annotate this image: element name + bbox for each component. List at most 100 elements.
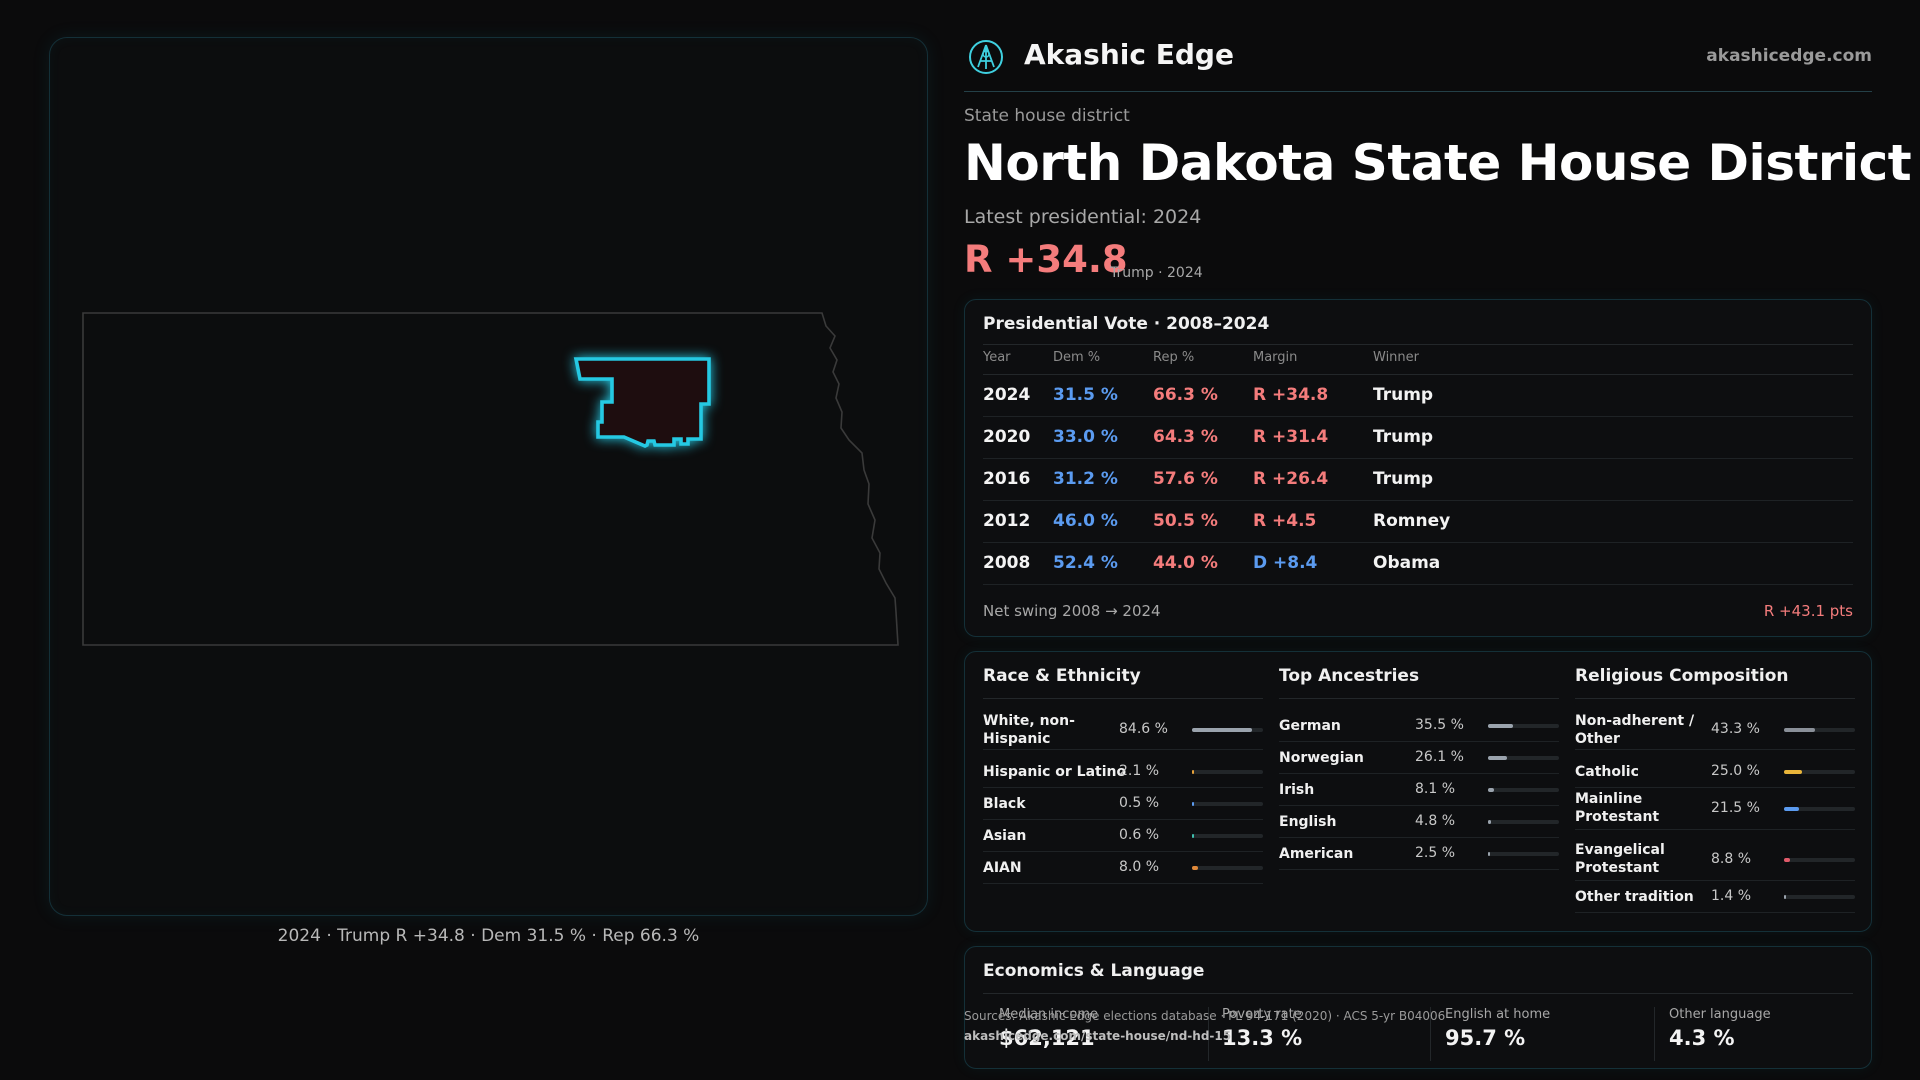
divider — [1279, 698, 1559, 699]
cell-margin: R +4.5 — [1253, 511, 1317, 531]
list-item: Catholic 25.0 % — [1575, 756, 1855, 788]
divider — [1208, 1007, 1209, 1061]
share-bar — [1192, 802, 1263, 806]
table-row: 2016 31.2 % 57.6 % R +26.4 Trump — [983, 459, 1853, 501]
cell-dem: 46.0 % — [1053, 511, 1118, 531]
district-shape[interactable] — [573, 357, 711, 448]
demographics-card: Race & Ethnicity White, non-Hispanic 84.6… — [964, 651, 1872, 932]
item-label: Irish — [1279, 782, 1315, 798]
divider — [983, 374, 1853, 375]
share-bar-fill — [1192, 802, 1194, 806]
item-label: Hispanic or Latino — [983, 764, 1127, 780]
cell-margin: R +34.8 — [1253, 385, 1329, 405]
presidential-vote-title: Presidential Vote · 2008–2024 — [983, 314, 1270, 334]
cell-year: 2016 — [983, 469, 1031, 489]
list-item: Norwegian 26.1 % — [1279, 742, 1559, 774]
item-value: 2.5 % — [1415, 845, 1456, 861]
list-item: American 2.5 % — [1279, 838, 1559, 870]
item-value: 26.1 % — [1415, 749, 1464, 765]
top-ancestries-title: Top Ancestries — [1279, 666, 1420, 686]
share-bar-fill — [1784, 858, 1791, 862]
item-label: AIAN — [983, 860, 1022, 876]
col-header-year: Year — [983, 350, 1011, 365]
cell-winner: Trump — [1373, 469, 1434, 489]
cell-rep: 66.3 % — [1153, 385, 1218, 405]
net-swing-label: Net swing 2008 → 2024 — [983, 602, 1161, 620]
race-ethnicity-title: Race & Ethnicity — [983, 666, 1141, 686]
item-label: American — [1279, 846, 1354, 862]
item-value: 8.1 % — [1415, 781, 1456, 797]
share-bar — [1784, 770, 1855, 774]
stat-other-language: Other language 4.3 % — [1669, 1007, 1771, 1050]
item-label: Other tradition — [1575, 889, 1694, 905]
source-line: Sources: Akashic Edge elections database… — [964, 1009, 1446, 1023]
item-label: Evangelical Protestant — [1575, 842, 1665, 876]
item-label: Non-adherent / Other — [1575, 713, 1695, 747]
cell-year: 2024 — [983, 385, 1031, 405]
district-map[interactable] — [50, 38, 929, 917]
state-outline — [82, 312, 899, 646]
share-bar-fill — [1192, 728, 1253, 732]
list-item: Other tradition 1.4 % — [1575, 881, 1855, 913]
share-bar-fill — [1784, 728, 1815, 732]
source-url-link[interactable]: akashicedge.com/state-house/nd-hd-15 — [964, 1029, 1232, 1043]
cell-dem: 33.0 % — [1053, 427, 1118, 447]
cell-year: 2012 — [983, 511, 1031, 531]
share-bar — [1488, 852, 1559, 856]
map-caption: 2024 · Trump R +34.8 · Dem 31.5 % · Rep … — [277, 926, 700, 946]
divider — [983, 993, 1853, 994]
economics-language-title: Economics & Language — [983, 961, 1205, 981]
share-bar — [1488, 788, 1559, 792]
page-title: North Dakota State House District 15 — [964, 134, 1920, 192]
share-bar-fill — [1784, 770, 1802, 774]
presidential-vote-card: Presidential Vote · 2008–2024 Year Dem %… — [964, 299, 1872, 637]
brand-name[interactable]: Akashic Edge — [1024, 38, 1234, 71]
item-value: 21.5 % — [1711, 800, 1760, 816]
map-panel — [49, 37, 928, 916]
item-value: 0.5 % — [1119, 795, 1160, 811]
stat-value: $62,121 — [999, 1026, 1095, 1050]
stat-value: 13.3 % — [1222, 1026, 1303, 1050]
headline-margin: R +34.8 — [964, 238, 1128, 281]
cell-margin: R +26.4 — [1253, 469, 1329, 489]
share-bar-fill — [1784, 895, 1786, 899]
stat-value: 4.3 % — [1669, 1026, 1735, 1050]
col-header-rep: Rep % — [1153, 350, 1195, 365]
item-label: Catholic — [1575, 764, 1639, 780]
share-bar — [1784, 728, 1855, 732]
item-value: 0.6 % — [1119, 827, 1160, 843]
stat-label: Poverty rate — [1222, 1007, 1302, 1022]
share-bar-fill — [1784, 807, 1800, 811]
share-bar — [1192, 834, 1263, 838]
item-value: 2.1 % — [1119, 763, 1160, 779]
item-label: German — [1279, 718, 1341, 734]
share-bar — [1192, 728, 1263, 732]
list-item: AIAN 8.0 % — [983, 852, 1263, 884]
akashic-edge-logo-icon[interactable] — [968, 39, 1004, 75]
cell-dem: 31.5 % — [1053, 385, 1118, 405]
item-label: English — [1279, 814, 1337, 830]
share-bar-fill — [1488, 724, 1514, 728]
list-item: Hispanic or Latino 2.1 % — [983, 756, 1263, 788]
item-value: 4.8 % — [1415, 813, 1456, 829]
divider — [983, 344, 1853, 345]
latest-presidential: Latest presidential: 2024 — [964, 206, 1202, 228]
item-label: Norwegian — [1279, 750, 1364, 766]
col-header-dem: Dem % — [1053, 350, 1101, 365]
cell-margin: R +31.4 — [1253, 427, 1329, 447]
item-label: White, non-Hispanic — [983, 713, 1075, 747]
economics-language-card: Economics & Language Median income $62,1… — [964, 946, 1872, 1069]
share-bar-fill — [1192, 834, 1194, 838]
brand-site-link[interactable]: akashicedge.com — [1706, 46, 1872, 66]
cell-winner: Obama — [1373, 553, 1441, 573]
table-row: 2012 46.0 % 50.5 % R +4.5 Romney — [983, 501, 1853, 543]
cell-rep: 50.5 % — [1153, 511, 1218, 531]
divider — [1430, 1007, 1431, 1061]
cell-margin: D +8.4 — [1253, 553, 1318, 573]
list-item: Asian 0.6 % — [983, 820, 1263, 852]
cell-winner: Trump — [1373, 385, 1434, 405]
share-bar-fill — [1192, 866, 1198, 870]
list-item: German 35.5 % — [1279, 710, 1559, 742]
cell-rep: 44.0 % — [1153, 553, 1218, 573]
table-row: 2008 52.4 % 44.0 % D +8.4 Obama — [983, 543, 1853, 585]
